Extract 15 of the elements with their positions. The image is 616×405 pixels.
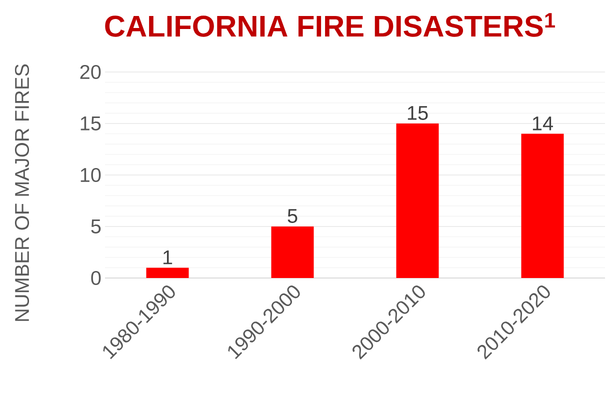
data-label: 15 <box>408 106 428 120</box>
bar <box>271 226 314 278</box>
y-tick-label: 15 <box>80 116 101 130</box>
data-label: 14 <box>532 116 553 130</box>
bar <box>396 124 439 278</box>
y-tick-label: 10 <box>80 168 101 182</box>
y-tick-label: 0 <box>91 270 101 286</box>
y-tick-label: 5 <box>91 220 101 234</box>
chart-title: CALIFORNIA FIRE DISASTERS$^{1}$ <box>105 13 555 37</box>
data-label: 1 <box>163 250 172 264</box>
y-tick-label: 20 <box>80 64 101 80</box>
bar <box>146 268 189 278</box>
bar <box>521 134 564 278</box>
y-axis-title: NUMBER OF MAJOR FIRES <box>14 64 30 321</box>
data-label: 5 <box>288 209 298 223</box>
